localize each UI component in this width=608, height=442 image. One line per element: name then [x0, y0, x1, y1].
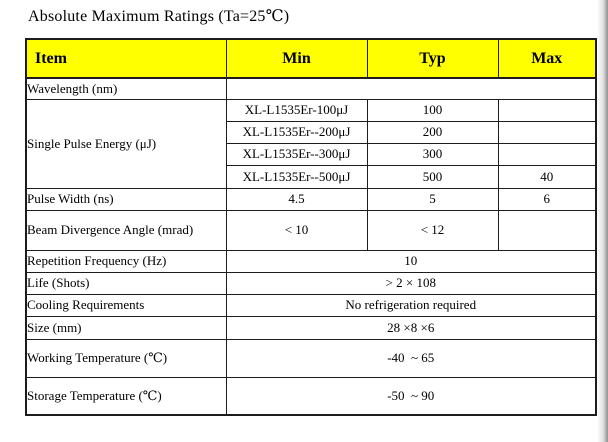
row-value: No refrigeration required: [225, 293, 597, 317]
row-label: Size (mm): [25, 315, 227, 340]
row-min: 4.5: [225, 187, 368, 211]
table-row-pulse-energy-500: XL-L1535Er--500μJ 500 40: [26, 164, 597, 189]
header-cell-min: Min: [225, 38, 368, 79]
header-cell-typ: Typ: [366, 38, 499, 79]
variant-typ: 300: [366, 142, 499, 166]
row-value: -50 ~ 90: [225, 376, 597, 416]
variant-max: 40: [497, 164, 597, 189]
table-row-wavelength: Wavelength (nm): [25, 77, 597, 100]
row-label: Beam Divergence Angle (mrad): [25, 209, 227, 251]
row-label: Pulse Width (ns): [25, 187, 227, 211]
table-row-working-temperature: Working Temperature (℃) -40 ~ 65: [25, 338, 597, 378]
variant-typ: 200: [366, 120, 499, 144]
row-label: Storage Temperature (℃): [25, 376, 227, 416]
table-row-pulse-width: Pulse Width (ns) 4.5 5 6: [25, 187, 597, 211]
row-value: 10: [225, 249, 597, 273]
row-typ: < 12: [366, 209, 499, 251]
table-row-storage-temperature: Storage Temperature (℃) -50 ~ 90: [25, 376, 597, 416]
variant-max: [497, 142, 597, 166]
table-row-cooling: Cooling Requirements No refrigeration re…: [25, 293, 597, 317]
table-row-life: Life (Shots) > 2 × 108: [25, 271, 597, 295]
row-label: Life (Shots): [25, 271, 227, 295]
page-edge-shadow: [597, 0, 608, 442]
table-row-pulse-energy-300: XL-L1535Er--300μJ 300: [26, 142, 597, 166]
row-label: Cooling Requirements: [25, 293, 227, 317]
row-label: Repetition Frequency (Hz): [25, 249, 227, 273]
table-header-row: Item Min Typ Max: [25, 38, 597, 79]
variant-model: XL-L1535Er-100μJ: [225, 98, 368, 122]
row-max: 6: [497, 187, 597, 211]
row-value: -40 ~ 65: [225, 338, 597, 378]
table-row-pulse-energy-100: Single Pulse Energy (μJ) XL-L1535Er-100μ…: [25, 98, 597, 189]
row-label: Single Pulse Energy (μJ): [25, 98, 227, 189]
row-label: Wavelength (nm): [25, 77, 227, 100]
row-min: < 10: [225, 209, 368, 251]
header-cell-max: Max: [497, 38, 597, 79]
row-label: Working Temperature (℃): [25, 338, 227, 378]
row-value: > 2 × 108: [225, 271, 597, 295]
row-typ: 5: [366, 187, 499, 211]
variant-typ: 100: [366, 98, 499, 122]
page-title: Absolute Maximum Ratings (Ta=25℃): [28, 8, 290, 25]
variant-model: XL-L1535Er--200μJ: [225, 120, 368, 144]
absolute-maximum-ratings-table: Item Min Typ Max Wavelength (nm) Single …: [25, 38, 597, 416]
header-cell-item: Item: [25, 38, 227, 79]
variant-model: XL-L1535Er--300μJ: [225, 142, 368, 166]
variant-model: XL-L1535Er--500μJ: [225, 164, 368, 189]
variant-max: [497, 120, 597, 144]
table-row-size: Size (mm) 28 ×8 ×6: [25, 315, 597, 340]
table-row-beam-divergence: Beam Divergence Angle (mrad) < 10 < 12: [25, 209, 597, 251]
row-max: [497, 209, 597, 251]
row-value: 28 ×8 ×6: [225, 315, 597, 340]
row-value: [225, 77, 597, 100]
variant-typ: 500: [366, 164, 499, 189]
table-row-repetition-frequency: Repetition Frequency (Hz) 10: [25, 249, 597, 273]
variant-max: [497, 98, 597, 122]
